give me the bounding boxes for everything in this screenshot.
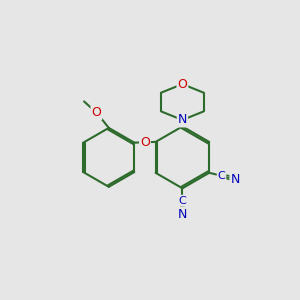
Text: N: N [178,208,187,221]
Text: O: O [178,78,187,91]
Text: O: O [140,136,150,149]
Text: C: C [178,196,186,206]
Text: N: N [230,172,240,185]
Text: O: O [92,106,101,119]
Text: C: C [218,171,225,181]
Text: N: N [178,113,187,127]
